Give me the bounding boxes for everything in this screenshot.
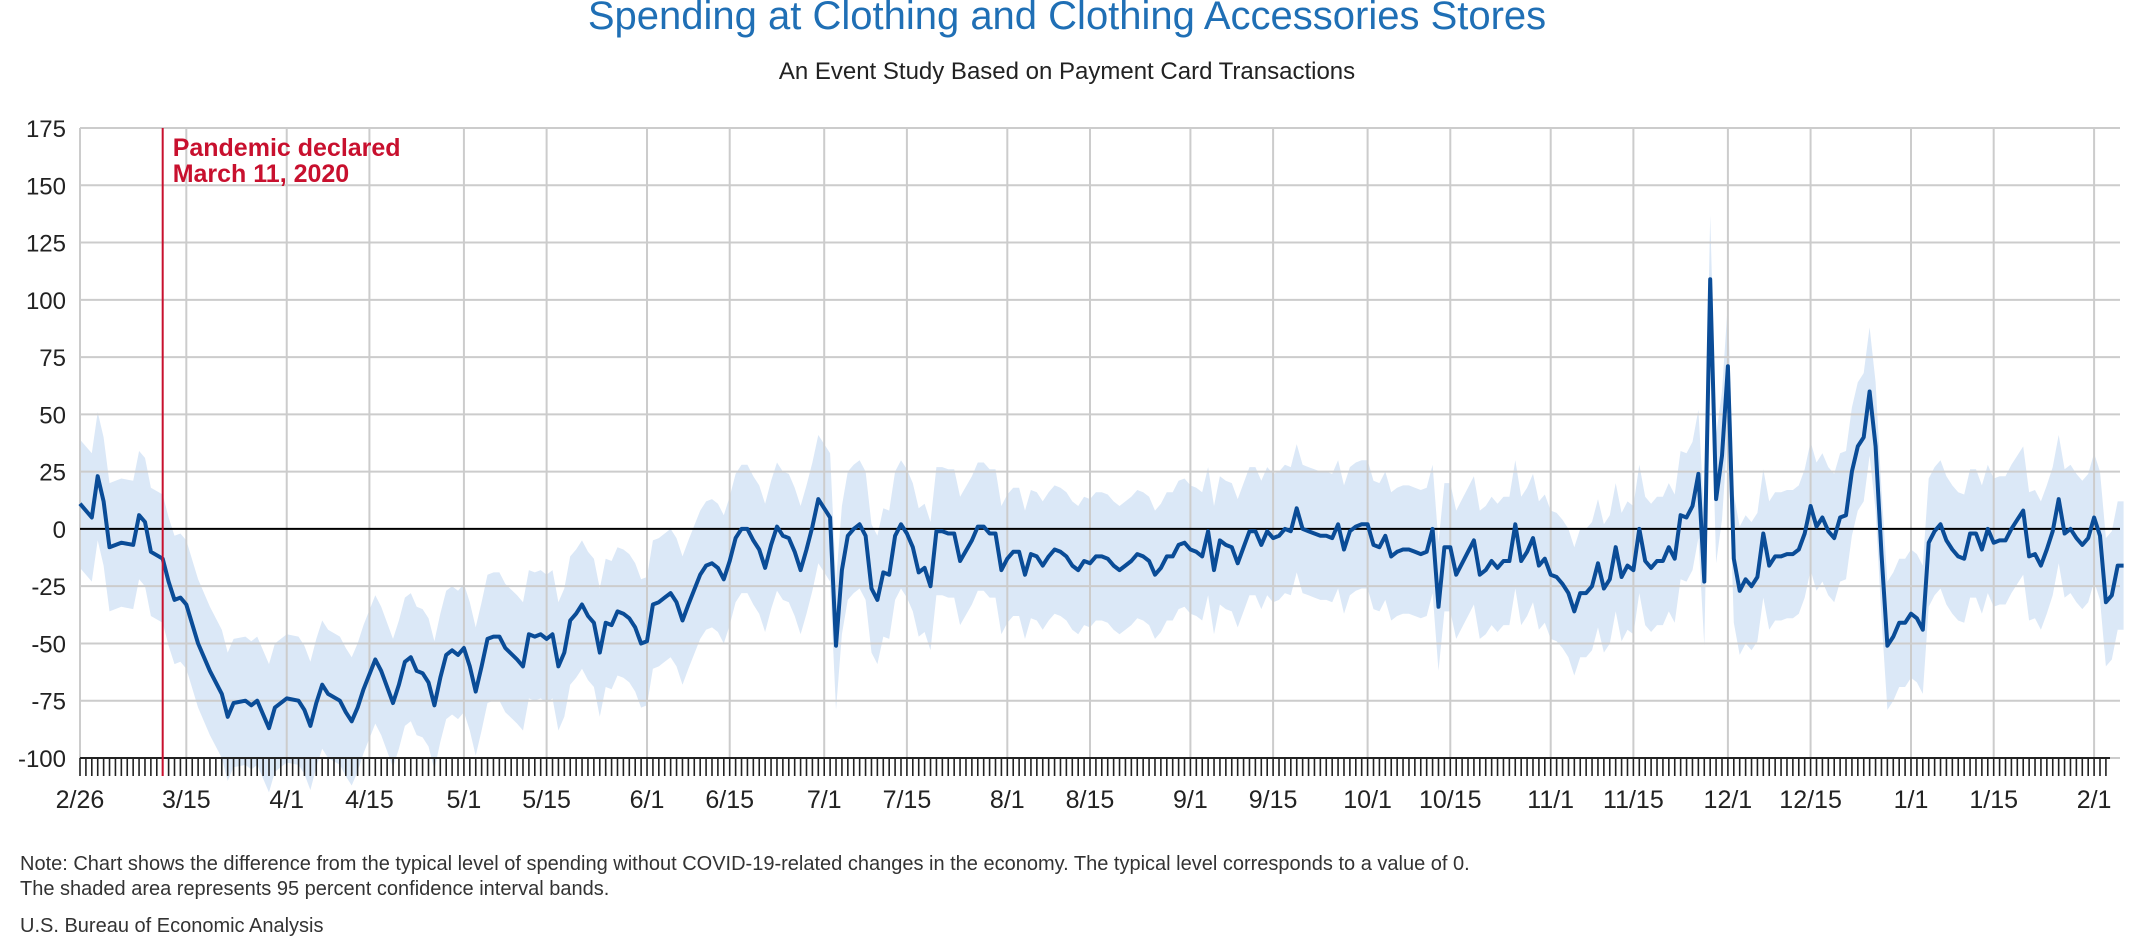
x-tick-label: 10/15	[1419, 786, 1482, 814]
y-tick-label: -100	[18, 746, 66, 773]
y-tick-label: 25	[39, 460, 66, 487]
x-tick-label: 11/1	[1527, 786, 1574, 814]
y-tick-label: 75	[39, 345, 66, 372]
y-tick-label: 100	[26, 288, 66, 315]
annotation-label-line-2: March 11, 2020	[173, 160, 350, 188]
y-tick-label: 125	[26, 231, 66, 258]
y-tick-label: -25	[31, 574, 66, 601]
x-tick-label: 2/26	[56, 786, 105, 814]
x-tick-label: 10/1	[1343, 786, 1392, 814]
x-tick-label: 5/1	[447, 786, 482, 814]
x-tick-label: 4/1	[269, 786, 304, 814]
x-tick-label: 6/15	[705, 786, 754, 814]
x-tick-label: 12/15	[1779, 786, 1842, 814]
axis-layer: 175 150 125 100 75 50 25 0 -25 -50 -75 -100 2/26 3/15…	[18, 116, 2112, 814]
y-tick-label: 175	[26, 116, 66, 143]
x-tick-label: 3/15	[162, 786, 211, 814]
x-tick-label: 11/15	[1603, 786, 1664, 814]
series-line-layer	[78, 277, 2124, 731]
grid-layer	[79, 127, 2120, 759]
x-tick-label: 9/15	[1249, 786, 1298, 814]
x-tick-label: 9/1	[1173, 786, 1208, 814]
x-tick-label: 2/1	[2077, 786, 2112, 814]
confidence-band	[80, 215, 2124, 793]
x-tick-label: 1/15	[1969, 786, 2018, 814]
confidence-band-layer	[80, 215, 2124, 793]
x-tick-label: 7/15	[883, 786, 932, 814]
y-tick-label: -75	[31, 689, 66, 716]
annotation-label-line-1: Pandemic declared	[173, 134, 401, 162]
x-tick-label: 8/15	[1066, 786, 1115, 814]
chart-title: Spending at Clothing and Clothing Access…	[587, 0, 1547, 38]
y-tick-label: 50	[39, 402, 66, 429]
chart-note-line-1: Note: Chart shows the difference from th…	[20, 853, 1470, 875]
y-tick-label: -50	[31, 631, 66, 658]
x-tick-label: 4/15	[345, 786, 394, 814]
y-tick-label: 0	[53, 517, 66, 544]
x-tick-label: 6/1	[630, 786, 665, 814]
x-tick-label: 5/15	[522, 786, 571, 814]
x-tick-label: 7/1	[807, 786, 842, 814]
chart-note-line-2: The shaded area represents 95 percent co…	[20, 878, 610, 900]
y-tick-label: 150	[26, 173, 66, 200]
x-tick-label: 8/1	[990, 786, 1025, 814]
chart-subtitle: An Event Study Based on Payment Card Tra…	[778, 58, 1356, 85]
chart-canvas: 175 150 125 100 75 50 25 0 -25 -50 -75 -100 2/26 3/15…	[18, 116, 2124, 814]
chart-source: U.S. Bureau of Economic Analysis	[20, 915, 324, 937]
x-tick-label: 12/1	[1704, 786, 1753, 814]
series-line	[78, 277, 2124, 731]
x-tick-label: 1/1	[1894, 786, 1929, 814]
